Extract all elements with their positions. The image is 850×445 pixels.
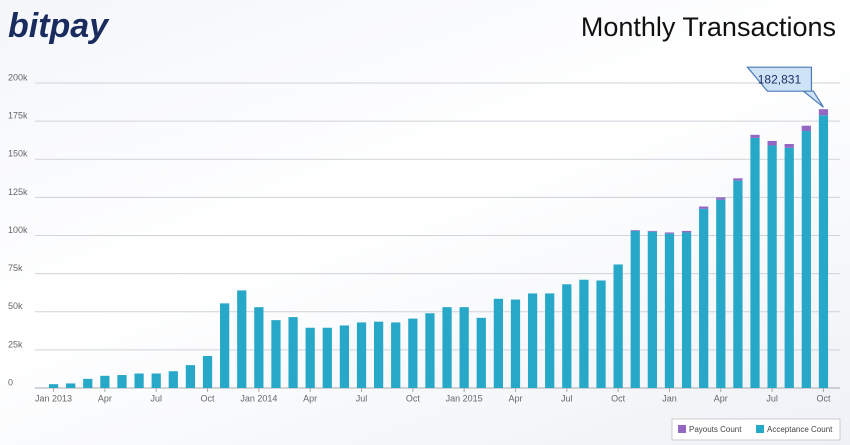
bar-segment <box>630 230 640 231</box>
bar-segment <box>562 284 572 388</box>
bar-segment <box>647 231 657 388</box>
annotation-box <box>746 66 824 108</box>
bar-segment <box>254 307 264 388</box>
bar-segment <box>48 384 59 388</box>
bar-segment <box>784 144 794 148</box>
x-tick-label: Oct <box>611 393 626 403</box>
bar-segment <box>425 313 435 388</box>
bar-segment <box>545 293 555 388</box>
x-tick-label: Apr <box>714 393 728 403</box>
bar-segment <box>664 232 675 234</box>
bar-segment <box>767 140 777 146</box>
bar-segment <box>767 145 777 388</box>
bar-segment <box>151 373 161 388</box>
bar-segment <box>818 109 829 116</box>
x-tick-label: Apr <box>303 393 317 403</box>
bar-segment <box>801 131 811 388</box>
bar-segment <box>664 233 675 388</box>
bar-segment <box>374 321 384 388</box>
bar-segment <box>476 317 486 388</box>
annotation: 182,831 <box>746 66 824 108</box>
bar-segment <box>322 327 332 388</box>
bar-segment <box>459 307 469 388</box>
y-tick-label: 25k <box>8 339 23 349</box>
bar-segment <box>801 125 811 132</box>
bar-segment <box>288 317 298 388</box>
y-tick-label: 0 <box>8 377 13 387</box>
bar-segment <box>596 280 606 388</box>
x-tick-label: Jul <box>356 393 368 403</box>
y-tick-label: 150k <box>8 149 28 159</box>
bar-segment <box>305 327 315 388</box>
logo: bitpay <box>8 7 110 45</box>
bar-segment <box>202 355 213 388</box>
y-tick-label: 175k <box>8 111 28 121</box>
legend-label: Acceptance Count <box>767 425 833 434</box>
bar-segment <box>681 232 692 388</box>
x-tick-label: Jul <box>766 393 778 403</box>
x-tick-label: Jan 2014 <box>240 393 277 403</box>
chart-title: Monthly Transactions <box>581 12 836 42</box>
bar-segment <box>100 375 110 388</box>
x-tick-label: Jul <box>150 393 162 403</box>
bar-segment <box>408 318 418 388</box>
bar-segment <box>117 375 127 388</box>
legend-swatch <box>678 425 686 433</box>
y-tick-label: 125k <box>8 187 28 197</box>
x-tick-label: Apr <box>508 393 522 403</box>
y-tick-label: 75k <box>8 263 23 273</box>
bar-segment <box>391 322 401 388</box>
bar-segment <box>733 180 743 388</box>
bar-segment <box>579 279 589 388</box>
bar-segment <box>493 298 503 388</box>
bar-segment <box>66 383 76 388</box>
y-tick-label: 50k <box>8 301 23 311</box>
annotation-text: 182,831 <box>758 72 802 86</box>
y-tick-label: 200k <box>8 72 28 82</box>
bar-segment <box>699 206 709 209</box>
legend-swatch <box>756 425 764 433</box>
bar-segment <box>83 378 93 388</box>
x-tick-label: Oct <box>816 393 831 403</box>
bar-segment <box>134 373 144 388</box>
bar-segment <box>613 264 623 388</box>
bar-segment <box>750 137 760 388</box>
x-tick-label: Apr <box>98 393 112 403</box>
legend-label: Payouts Count <box>689 425 742 434</box>
x-tick-label: Oct <box>201 393 216 403</box>
legend: Payouts Count Acceptance Count <box>671 418 841 441</box>
bar-segment <box>442 307 452 388</box>
x-tick-label: Oct <box>406 393 421 403</box>
bar-segment <box>271 320 281 388</box>
bar-segment <box>733 178 743 181</box>
bar-segment <box>168 371 178 388</box>
bar-segment <box>237 290 247 388</box>
bar-segment <box>699 208 709 388</box>
bar-segment <box>681 230 692 233</box>
bar-segment <box>818 115 829 389</box>
bar-segment <box>716 197 726 200</box>
bar-segment <box>510 299 521 388</box>
x-tick-label: Jan 2013 <box>35 393 72 403</box>
bar-segment <box>339 325 350 388</box>
bar-segment <box>220 303 230 388</box>
bar-segment <box>647 230 657 232</box>
bar-segment <box>784 147 794 388</box>
bar-segment <box>716 199 726 388</box>
x-tick-label: Jul <box>561 393 573 403</box>
y-tick-label: 100k <box>8 225 28 235</box>
bar-segment <box>750 134 760 138</box>
bar-segment <box>185 365 196 388</box>
x-tick-label: Jan 2015 <box>446 393 483 403</box>
bar-segment <box>630 230 640 388</box>
x-tick-label: Jan <box>662 393 677 403</box>
bar-segment <box>356 322 367 388</box>
bar-segment <box>527 293 538 388</box>
